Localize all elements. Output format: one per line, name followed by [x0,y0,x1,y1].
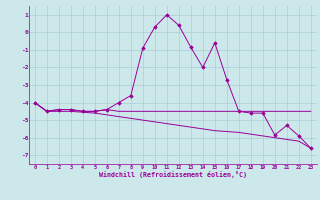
X-axis label: Windchill (Refroidissement éolien,°C): Windchill (Refroidissement éolien,°C) [99,171,247,178]
